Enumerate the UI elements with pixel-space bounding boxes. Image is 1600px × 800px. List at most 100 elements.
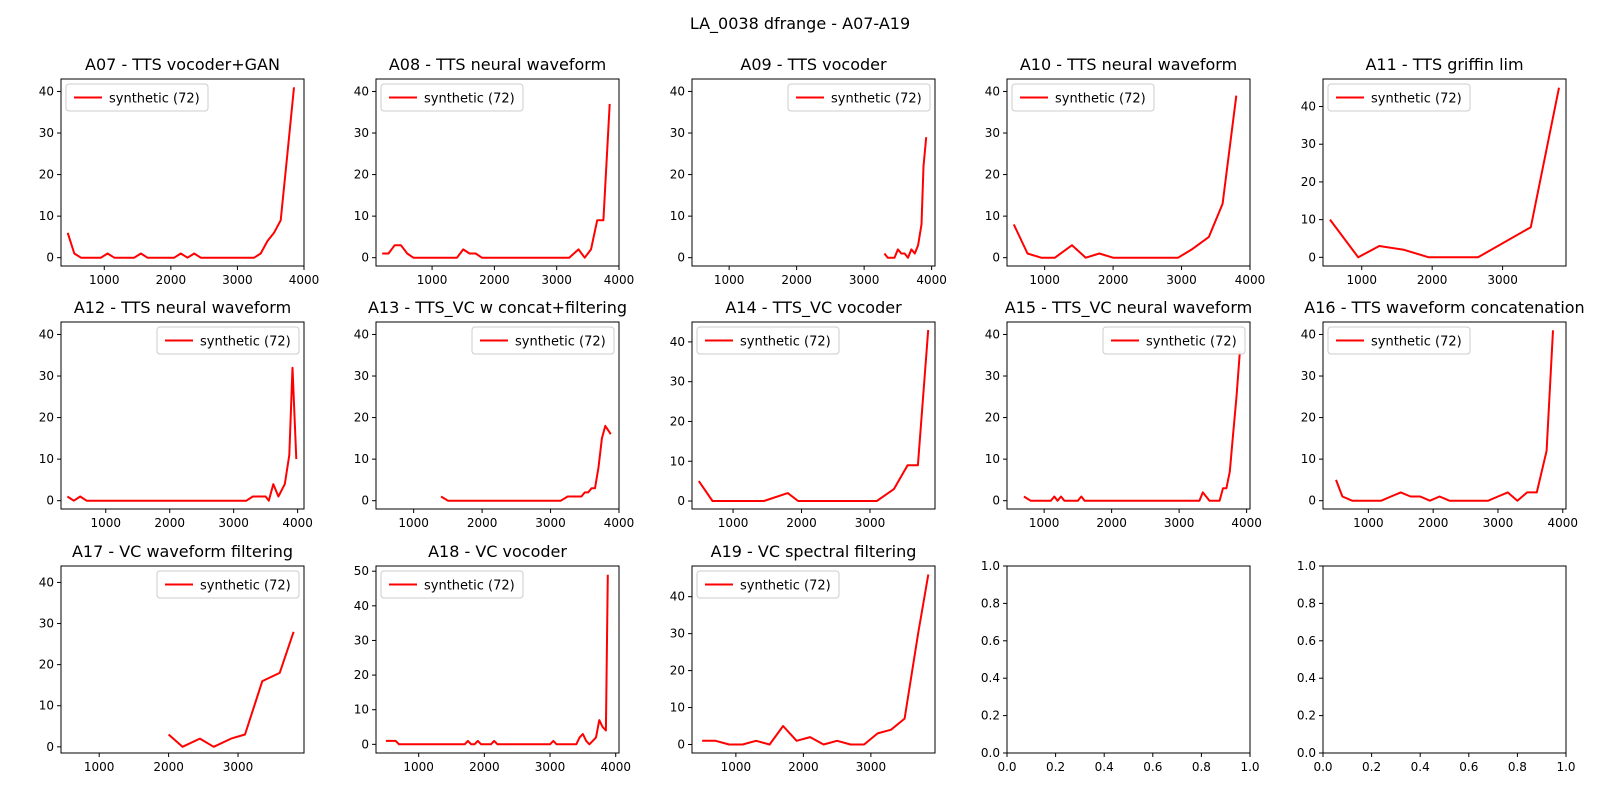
legend-label: synthetic (72): [1146, 335, 1237, 350]
subplot: 0.0 0.2 0.4 0.6 0.8 1.0 0.0 0.2 0.4 0.6 0.8 1.0: [981, 559, 1260, 774]
axes-frame: [60, 565, 305, 754]
subplot: A07 - TTS vocoder+GAN 1000 2000 3000 4000 0 10…: [39, 55, 320, 287]
x-tick-label: 1000: [718, 516, 749, 530]
y-tick-label: 0: [677, 738, 685, 752]
legend: synthetic (72): [1327, 83, 1471, 112]
x-tick-label: 1000: [417, 273, 448, 287]
y-tick-label: 30: [354, 369, 369, 383]
y-tick-label: 10: [985, 452, 1000, 466]
x-tick-label: 3000: [535, 760, 566, 774]
axes-frame: [691, 565, 936, 754]
legend: synthetic (72): [380, 570, 524, 599]
x-tick-label: 2000: [154, 516, 185, 530]
x-tick-label: 1000: [1029, 516, 1060, 530]
axes-frame: [691, 78, 936, 267]
legend: synthetic (72): [65, 83, 209, 112]
legend: synthetic (72): [787, 83, 931, 112]
series-line: [167, 631, 295, 748]
y-tick-label: 20: [39, 658, 54, 672]
x-tick-label: 1000: [398, 516, 429, 530]
y-tick-label: 20: [354, 168, 369, 182]
x-tick-label: 1000: [721, 760, 752, 774]
y-tick-label: 10: [39, 209, 54, 223]
legend-label: synthetic (72): [831, 92, 922, 107]
x-tick-label: 4000: [1235, 273, 1266, 287]
subplot: 0.0 0.2 0.4 0.6 0.8 1.0 0.0 0.2 0.4 0.6 0.8 1.0: [1297, 559, 1576, 774]
y-tick-label: 40: [985, 327, 1000, 341]
x-tick-label: 0.6: [1459, 760, 1478, 774]
y-tick-label: 10: [670, 454, 685, 468]
series-line: [66, 87, 295, 259]
y-tick-label: 30: [354, 126, 369, 140]
subplot-title: A18 - VC vocoder: [428, 542, 567, 561]
x-tick-label: 0.6: [1143, 760, 1162, 774]
y-tick-label: 0.2: [981, 709, 1000, 723]
y-tick-label: 0: [677, 251, 685, 265]
legend-label: synthetic (72): [424, 579, 515, 594]
legend: synthetic (72): [156, 326, 300, 355]
x-tick-label: 1.0: [1240, 760, 1259, 774]
x-tick-label: 3000: [535, 516, 566, 530]
subplot-title: A09 - TTS vocoder: [740, 55, 887, 74]
series-line: [440, 424, 612, 502]
x-tick-label: 2000: [153, 760, 184, 774]
subplot-title: A07 - TTS vocoder+GAN: [85, 55, 280, 74]
y-tick-label: 0: [46, 494, 54, 508]
y-tick-label: 40: [985, 84, 1000, 98]
subplot: A11 - TTS griffin lim 1000 2000 3000 0 10 20 30…: [1301, 55, 1567, 287]
legend: synthetic (72): [696, 570, 840, 599]
series-line: [1023, 351, 1241, 502]
x-tick-label: 1000: [1346, 273, 1377, 287]
legend-box: [65, 83, 209, 112]
y-tick-label: 20: [354, 411, 369, 425]
y-tick-label: 30: [39, 369, 54, 383]
legend: synthetic (72): [1102, 326, 1246, 355]
y-tick-label: 0: [46, 740, 54, 754]
y-tick-label: 40: [1301, 100, 1316, 114]
legend-box: [1102, 326, 1246, 355]
y-tick-label: 40: [354, 84, 369, 98]
x-tick-label: 4000: [1547, 516, 1578, 530]
y-tick-label: 0.0: [981, 746, 1000, 760]
y-tick-label: 20: [670, 414, 685, 428]
x-tick-label: 4000: [916, 273, 947, 287]
axes-frame: [375, 565, 620, 754]
x-tick-label: 2000: [1098, 273, 1129, 287]
y-tick-label: 30: [354, 633, 369, 647]
subplot-title: A19 - VC spectral filtering: [711, 542, 917, 561]
x-tick-label: 1.0: [1556, 760, 1575, 774]
y-tick-label: 40: [670, 335, 685, 349]
y-tick-label: 10: [354, 452, 369, 466]
y-tick-label: 0: [361, 737, 369, 751]
y-tick-label: 10: [985, 209, 1000, 223]
y-tick-label: 1.0: [1297, 559, 1316, 573]
x-tick-label: 3000: [856, 760, 887, 774]
y-tick-label: 10: [1301, 213, 1316, 227]
legend: synthetic (72): [156, 570, 300, 599]
x-tick-label: 3000: [223, 760, 254, 774]
x-tick-label: 2000: [479, 273, 510, 287]
axes-frame: [1006, 565, 1251, 754]
legend-label: synthetic (72): [1055, 92, 1146, 107]
axes-frame: [1006, 78, 1251, 267]
y-tick-label: 0: [992, 494, 1000, 508]
subplot-title: A10 - TTS neural waveform: [1020, 55, 1237, 74]
series-line: [385, 574, 609, 746]
series-line: [1335, 330, 1554, 502]
legend: synthetic (72): [696, 326, 840, 355]
legend-box: [696, 570, 840, 599]
x-tick-label: 4000: [604, 273, 635, 287]
y-tick-label: 40: [39, 575, 54, 589]
y-tick-label: 10: [670, 209, 685, 223]
y-tick-label: 10: [670, 701, 685, 715]
subplot: A18 - VC vocoder 1000 2000 3000 4000 0 10 20 30 4…: [354, 542, 631, 774]
legend-label: synthetic (72): [1371, 335, 1462, 350]
y-tick-label: 30: [39, 126, 54, 140]
y-tick-label: 30: [670, 375, 685, 389]
subplot-title: A17 - VC waveform filtering: [72, 542, 293, 561]
y-tick-label: 20: [670, 664, 685, 678]
x-tick-label: 2000: [469, 760, 500, 774]
y-tick-label: 30: [670, 627, 685, 641]
